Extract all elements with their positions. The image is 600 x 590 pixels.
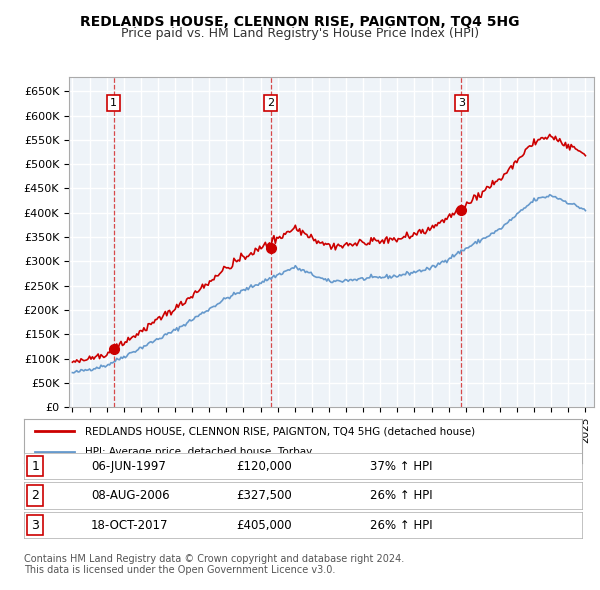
Text: REDLANDS HOUSE, CLENNON RISE, PAIGNTON, TQ4 5HG: REDLANDS HOUSE, CLENNON RISE, PAIGNTON, … xyxy=(80,15,520,29)
Text: £405,000: £405,000 xyxy=(236,519,292,532)
Text: 06-JUN-1997: 06-JUN-1997 xyxy=(91,460,166,473)
Text: Contains HM Land Registry data © Crown copyright and database right 2024.
This d: Contains HM Land Registry data © Crown c… xyxy=(24,553,404,575)
Text: £120,000: £120,000 xyxy=(236,460,292,473)
Text: 1: 1 xyxy=(31,460,39,473)
Text: 2: 2 xyxy=(267,98,274,108)
Text: 18-OCT-2017: 18-OCT-2017 xyxy=(91,519,169,532)
Text: 08-AUG-2006: 08-AUG-2006 xyxy=(91,489,170,502)
Text: HPI: Average price, detached house, Torbay: HPI: Average price, detached house, Torb… xyxy=(85,447,313,457)
Text: 26% ↑ HPI: 26% ↑ HPI xyxy=(370,489,433,502)
Text: Price paid vs. HM Land Registry's House Price Index (HPI): Price paid vs. HM Land Registry's House … xyxy=(121,27,479,40)
Text: REDLANDS HOUSE, CLENNON RISE, PAIGNTON, TQ4 5HG (detached house): REDLANDS HOUSE, CLENNON RISE, PAIGNTON, … xyxy=(85,427,476,436)
Text: 3: 3 xyxy=(31,519,39,532)
Text: 1: 1 xyxy=(110,98,117,108)
Text: 37% ↑ HPI: 37% ↑ HPI xyxy=(370,460,433,473)
Text: 26% ↑ HPI: 26% ↑ HPI xyxy=(370,519,433,532)
Text: £327,500: £327,500 xyxy=(236,489,292,502)
Text: 2: 2 xyxy=(31,489,39,502)
Text: 3: 3 xyxy=(458,98,465,108)
